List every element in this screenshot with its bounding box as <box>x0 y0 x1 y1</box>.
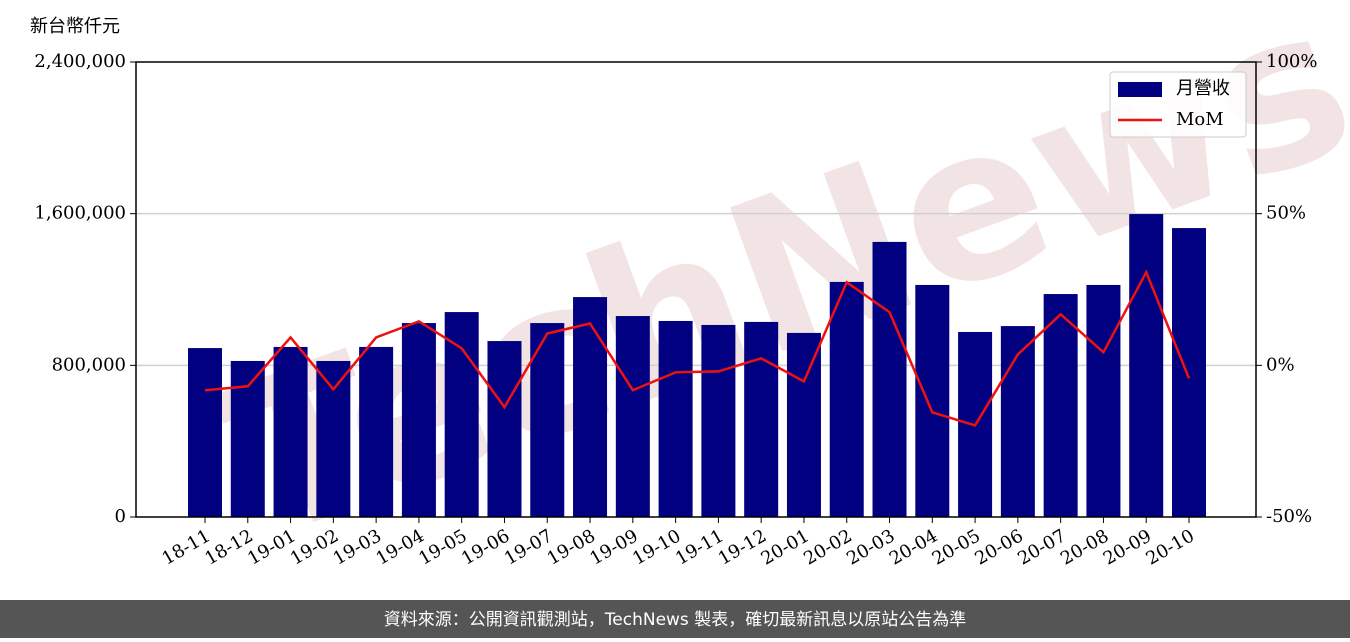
footer <box>0 600 1350 638</box>
bar <box>188 348 222 517</box>
y2-tick-label: 50% <box>1266 203 1306 224</box>
bar <box>401 323 436 517</box>
bar <box>1086 284 1121 517</box>
legend-label: MoM <box>1176 109 1224 130</box>
y-tick-label: 1,600,000 <box>34 203 126 224</box>
bar <box>658 320 693 517</box>
line <box>204 269 1191 427</box>
bar <box>872 241 907 517</box>
bar <box>359 346 394 517</box>
bar <box>1129 214 1164 517</box>
y-axis-label: 新台幣仟元 <box>30 16 120 37</box>
bar <box>1043 294 1078 517</box>
bar <box>915 284 950 517</box>
y-tick-label: 2,400,000 <box>34 51 126 72</box>
y-tick-label: 0 <box>115 506 126 527</box>
bar <box>316 360 351 517</box>
bar <box>615 316 650 517</box>
bar <box>1172 228 1206 517</box>
y2-tick-label: 100% <box>1266 51 1317 72</box>
legend-label: 月營收 <box>1176 78 1230 99</box>
bar <box>786 332 821 517</box>
plot-frame <box>135 61 1257 518</box>
bar <box>444 312 479 517</box>
y2-tick-label: 0% <box>1266 354 1295 375</box>
y2-tick-label: -50% <box>1266 506 1312 527</box>
bar <box>829 281 864 517</box>
bar <box>273 346 308 517</box>
bar <box>701 324 736 517</box>
bar <box>1000 326 1035 517</box>
bar <box>487 341 522 517</box>
bar <box>744 321 779 517</box>
legend-swatch <box>1118 82 1162 97</box>
y-tick-label: 800,000 <box>52 354 126 375</box>
bar <box>573 297 608 517</box>
source: 資料來源：公開資訊觀測站，TechNews 製表，確切最新訊息以原站公告為準 <box>384 610 966 630</box>
